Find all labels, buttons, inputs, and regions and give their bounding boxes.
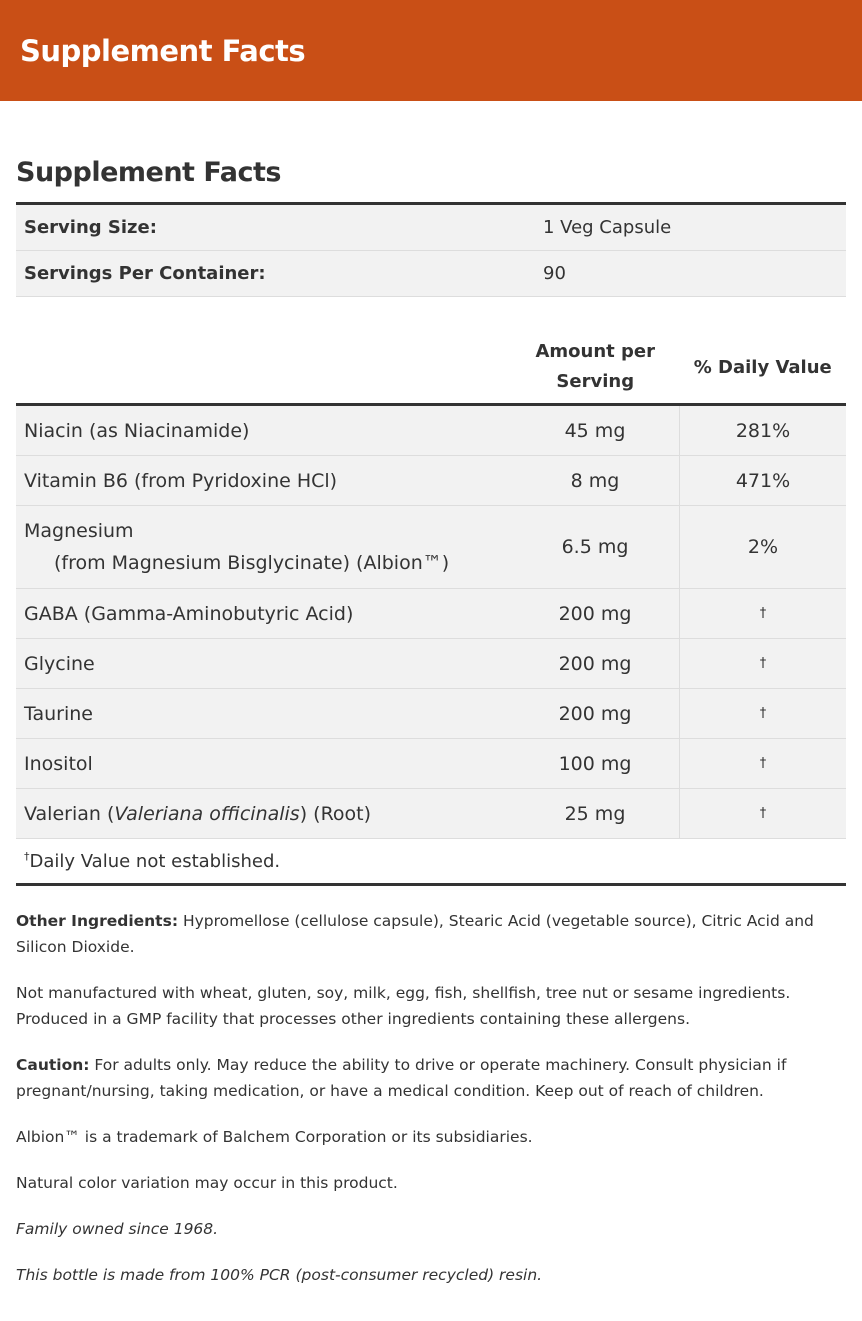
other-ingredients-text: Hypromellose (cellulose capsule), Steari… [16, 912, 814, 956]
caution-label: Caution: [16, 1056, 90, 1074]
table-row: Magnesium (from Magnesium Bisglycinate) … [16, 505, 846, 589]
nutrient-name-main: Magnesium [24, 520, 134, 542]
amount-header: Amount per Serving [511, 331, 680, 406]
table-row: Taurine 200 mg † [16, 688, 846, 739]
color-note: Natural color variation may occur in thi… [16, 1174, 398, 1192]
servings-per-container-row: Servings Per Container: 90 [16, 250, 846, 297]
serving-size-value: 1 Veg Capsule [535, 203, 846, 251]
footnote-text: Daily Value not established. [29, 851, 281, 872]
section-title: Supplement Facts [16, 157, 281, 188]
nutrient-dv: † [679, 688, 846, 739]
nutrient-name-sub: (from Magnesium Bisglycinate) (Albion™) [54, 552, 450, 574]
family-note: Family owned since 1968. [16, 1216, 846, 1242]
dv-header: % Daily Value [679, 331, 846, 406]
table-row: Niacin (as Niacinamide) 45 mg 281% [16, 404, 846, 456]
banner-title: Supplement Facts [20, 33, 306, 68]
nutrient-name: Valerian (Valeriana officinalis) (Root) [16, 788, 511, 839]
name-post: ) (Root) [299, 802, 372, 825]
facts-header: Amount per Serving % Daily Value [16, 331, 846, 406]
nutrient-name: Glycine [16, 638, 511, 689]
nutrient-name: Vitamin B6 (from Pyridoxine HCl) [16, 455, 511, 506]
bottle-text: This bottle is made from 100% PCR (post-… [16, 1266, 543, 1284]
allergen-statement: Not manufactured with wheat, gluten, soy… [16, 984, 791, 1028]
nutrient-dv: 281% [679, 404, 846, 456]
notes: Other Ingredients: Hypromellose (cellulo… [16, 908, 846, 1288]
servings-per-container-label: Servings Per Container: [16, 250, 535, 297]
caution: Caution: For adults only. May reduce the… [16, 1052, 846, 1104]
family-text: Family owned since 1968. [16, 1220, 219, 1238]
serving-table: Serving Size: 1 Veg Capsule Servings Per… [16, 202, 846, 297]
footnote-row: †Daily Value not established. [16, 838, 846, 886]
nutrient-dv: 471% [679, 455, 846, 506]
other-ingredients-label: Other Ingredients: [16, 912, 179, 930]
nutrient-dv: † [679, 588, 846, 639]
bottle-note: This bottle is made from 100% PCR (post-… [16, 1262, 846, 1288]
nutrient-amount: 200 mg [511, 638, 680, 689]
table-row: Glycine 200 mg † [16, 638, 846, 689]
nutrient-dv: † [679, 638, 846, 689]
nutrient-name: Niacin (as Niacinamide) [16, 404, 511, 456]
facts-table: Amount per Serving % Daily Value Niacin … [16, 331, 846, 886]
servings-per-container-value: 90 [535, 250, 846, 297]
blank-header [16, 331, 511, 406]
nutrient-amount: 100 mg [511, 738, 680, 789]
nutrient-name: Inositol [16, 738, 511, 789]
trademark-note: Albion™ is a trademark of Balchem Corpor… [16, 1128, 533, 1146]
serving-size-label: Serving Size: [16, 203, 535, 251]
table-row: Vitamin B6 (from Pyridoxine HCl) 8 mg 47… [16, 455, 846, 506]
nutrient-amount: 6.5 mg [511, 505, 680, 589]
serving-size-row: Serving Size: 1 Veg Capsule [16, 203, 846, 251]
table-row: GABA (Gamma-Aminobutyric Acid) 200 mg † [16, 588, 846, 639]
nutrient-amount: 200 mg [511, 588, 680, 639]
nutrient-amount: 8 mg [511, 455, 680, 506]
nutrient-dv: 2% [679, 505, 846, 589]
nutrient-name: Magnesium (from Magnesium Bisglycinate) … [16, 505, 511, 589]
nutrient-dv: † [679, 788, 846, 839]
nutrient-amount: 200 mg [511, 688, 680, 739]
nutrient-amount: 45 mg [511, 404, 680, 456]
name-pre: Valerian ( [24, 802, 115, 825]
other-ingredients: Other Ingredients: Hypromellose (cellulo… [16, 908, 846, 960]
footnote: †Daily Value not established. [16, 838, 846, 886]
dagger-mark: † [24, 850, 30, 863]
caution-text: For adults only. May reduce the ability … [16, 1056, 787, 1100]
table-row: Valerian (Valeriana officinalis) (Root) … [16, 788, 846, 839]
nutrient-dv: † [679, 738, 846, 789]
banner: Supplement Facts [0, 0, 862, 101]
name-latin: Valeriana officinalis [114, 802, 300, 825]
nutrient-name: GABA (Gamma-Aminobutyric Acid) [16, 588, 511, 639]
table-row: Inositol 100 mg † [16, 738, 846, 789]
nutrient-name: Taurine [16, 688, 511, 739]
nutrient-amount: 25 mg [511, 788, 680, 839]
